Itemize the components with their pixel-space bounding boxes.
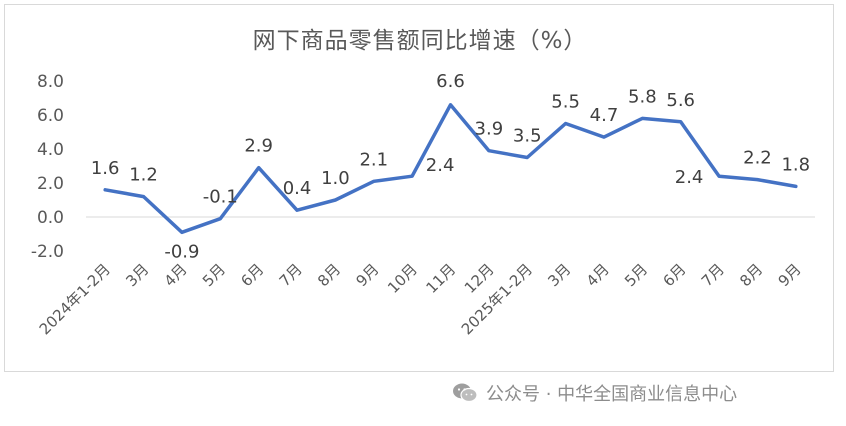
x-tick-label: 4月: [161, 260, 191, 290]
x-tick-label: 6月: [659, 260, 689, 290]
data-label: 3.9: [475, 119, 504, 140]
data-label: 2.4: [675, 167, 704, 188]
data-label: 2.1: [359, 149, 388, 170]
x-tick-label: 2024年1-2月: [36, 260, 114, 338]
data-label: -0.9: [164, 241, 199, 262]
data-label: 4.7: [590, 105, 619, 126]
x-tick-label: 4月: [583, 260, 613, 290]
y-tick-label: 0.0: [37, 208, 64, 228]
data-label: 2.9: [244, 136, 273, 157]
data-label: 3.5: [513, 126, 542, 147]
data-label: 5.8: [628, 86, 657, 107]
x-tick-label: 9月: [353, 260, 383, 290]
series-line: [103, 103, 798, 235]
x-tick-label: 5月: [621, 260, 651, 290]
x-tick-label: 3月: [122, 260, 152, 290]
wechat-icon: [452, 382, 478, 404]
data-label: 1.2: [129, 165, 158, 186]
y-tick-label: -2.0: [31, 242, 64, 262]
data-label: 6.6: [436, 71, 465, 92]
data-label: 5.6: [666, 90, 695, 111]
x-tick-label: 8月: [736, 260, 766, 290]
x-tick-label: 9月: [775, 260, 805, 290]
x-tick-label: 5月: [199, 260, 229, 290]
data-label: 2.2: [743, 148, 772, 169]
data-label: 1.6: [91, 158, 120, 179]
data-label: 5.5: [551, 92, 580, 113]
y-tick-label: 4.0: [37, 140, 64, 160]
x-tick-label: 11月: [422, 260, 459, 297]
data-label: -0.1: [203, 187, 238, 208]
x-tick-label: 2025年1-2月: [458, 260, 536, 338]
x-tick-label: 6月: [237, 260, 267, 290]
x-tick-label: 7月: [276, 260, 306, 290]
y-tick-label: 8.0: [37, 72, 64, 92]
y-tick-label: 6.0: [37, 106, 64, 126]
watermark-text: 公众号 · 中华全国商业信息中心: [486, 384, 738, 405]
data-label: 0.4: [283, 178, 312, 199]
chart-title: 网下商品零售额同比增速（%）: [252, 28, 588, 54]
data-label: 1.8: [781, 154, 810, 175]
x-tick-label: 3月: [544, 260, 574, 290]
x-tick-label: 8月: [314, 260, 344, 290]
data-label: 2.4: [426, 155, 455, 176]
chart-frame: 网下商品零售额同比增速（%）: [4, 4, 834, 372]
data-label: 1.0: [321, 168, 350, 189]
x-tick-label: 10月: [384, 260, 421, 297]
y-tick-label: 2.0: [37, 174, 64, 194]
x-tick-label: 7月: [698, 260, 728, 290]
watermark: 公众号 · 中华全国商业信息中心: [452, 378, 737, 408]
